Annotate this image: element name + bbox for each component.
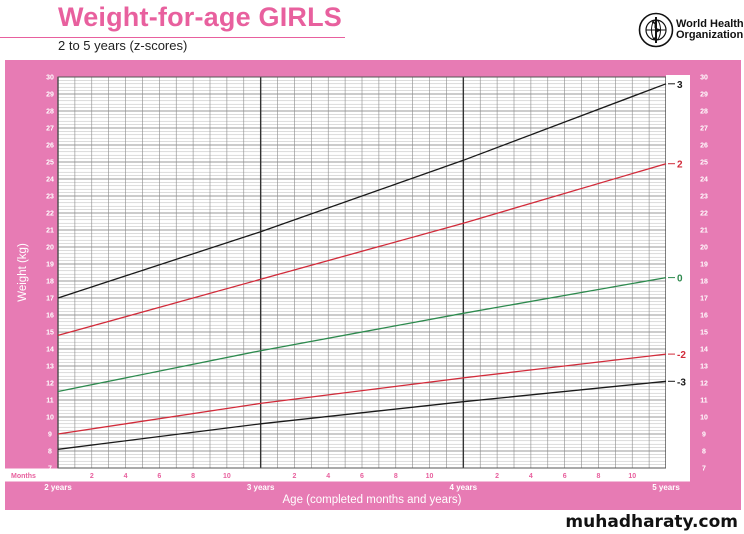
org-name-line2: Organization: [676, 29, 744, 41]
month-tick-label: 6: [563, 473, 567, 480]
y-tick-label-left: 7: [48, 466, 52, 473]
month-tick-label: 8: [394, 473, 398, 480]
who-emblem-icon: [638, 12, 674, 48]
y-tick-label-right: 24: [700, 177, 708, 184]
y-tick-label-right: 7: [702, 466, 706, 473]
y-tick-label-left: 13: [46, 364, 54, 371]
zscore-line--2: [57, 353, 667, 435]
y-tick-label-right: 8: [702, 449, 706, 456]
month-tick-label: 8: [596, 473, 600, 480]
month-tick-label: 2: [292, 473, 296, 480]
x-unit-label: Months: [11, 473, 36, 480]
y-tick-label-right: 29: [700, 92, 708, 99]
y-tick-label-right: 30: [700, 75, 708, 82]
month-tick-label: 4: [529, 473, 533, 480]
y-tick-label-left: 15: [46, 330, 54, 337]
year-tick-label: 4 years: [450, 483, 478, 492]
y-tick-label-left: 25: [46, 160, 54, 167]
zscore-line-3: [57, 83, 667, 299]
y-tick-label-right: 21: [700, 228, 708, 235]
y-axis-title: Weight (kg): [17, 243, 29, 302]
y-tick-label-left: 11: [46, 398, 54, 405]
y-tick-label-right: 28: [700, 109, 708, 116]
zscore-line-2: [57, 163, 667, 337]
y-tick-label-right: 26: [700, 143, 708, 150]
chart-subtitle: 2 to 5 years (z-scores): [58, 38, 188, 53]
y-tick-label-right: 16: [700, 313, 708, 320]
month-label-strip: [5, 468, 690, 482]
y-tick-label-right: 19: [700, 262, 708, 269]
month-tick-label: 2: [90, 473, 94, 480]
month-tick-label: 8: [191, 473, 195, 480]
x-axis-title: Age (completed months and years): [283, 494, 462, 506]
y-tick-label-left: 14: [46, 347, 54, 354]
zscore-label-0: 0: [677, 274, 683, 285]
y-tick-label-right: 27: [700, 126, 708, 133]
y-tick-label-left: 29: [46, 92, 54, 99]
y-tick-label-left: 10: [46, 415, 54, 422]
year-tick-label: 5 years: [652, 483, 680, 492]
y-tick-label-left: 24: [46, 177, 54, 184]
y-tick-label-left: 18: [46, 279, 54, 286]
y-tick-label-right: 9: [702, 432, 706, 439]
y-tick-label-left: 8: [48, 449, 52, 456]
y-tick-label-right: 12: [700, 381, 708, 388]
y-tick-label-right: 17: [700, 296, 708, 303]
y-tick-label-left: 19: [46, 262, 54, 269]
y-tick-label-left: 20: [46, 245, 54, 252]
zscore-label-3: 3: [677, 80, 683, 91]
y-tick-label-left: 12: [46, 381, 54, 388]
y-tick-label-right: 18: [700, 279, 708, 286]
zscore-line--3: [57, 380, 667, 450]
y-tick-label-right: 22: [700, 211, 708, 218]
month-tick-label: 4: [124, 473, 128, 480]
zscore-label-2: 2: [677, 160, 683, 171]
who-logo: World Health Organization: [638, 12, 744, 48]
month-tick-label: 6: [157, 473, 161, 480]
month-tick-label: 10: [426, 473, 434, 480]
zscore-label--2: -2: [677, 350, 686, 361]
y-tick-label-left: 23: [46, 194, 54, 201]
chart-title: Weight-for-age GIRLS: [58, 2, 342, 32]
month-tick-label: 4: [326, 473, 330, 480]
year-tick-label: 3 years: [247, 483, 275, 492]
y-tick-label-left: 30: [46, 75, 54, 82]
month-tick-label: 2: [495, 473, 499, 480]
month-tick-label: 6: [360, 473, 364, 480]
y-tick-label-right: 20: [700, 245, 708, 252]
y-tick-label-left: 22: [46, 211, 54, 218]
org-name-line1: World Health: [676, 18, 744, 30]
year-tick-label: 2 years: [44, 483, 72, 492]
y-tick-label-left: 21: [46, 228, 54, 235]
growth-chart: Months 2 4 6 8 10 2 4 6 8 10 2 4 6 8 102 years 3 years 4 …: [5, 75, 708, 506]
title-divider: [0, 37, 345, 38]
y-tick-label-right: 15: [700, 330, 708, 337]
y-tick-label-right: 25: [700, 160, 708, 167]
zscore-line-0: [57, 276, 667, 393]
y-tick-label-right: 10: [700, 415, 708, 422]
y-tick-label-right: 14: [700, 347, 708, 354]
month-tick-label: 10: [223, 473, 231, 480]
y-tick-label-left: 17: [46, 296, 54, 303]
y-tick-label-left: 26: [46, 143, 54, 150]
y-tick-label-left: 27: [46, 126, 54, 133]
y-tick-label-right: 13: [700, 364, 708, 371]
y-tick-label-left: 16: [46, 313, 54, 320]
y-tick-label-left: 28: [46, 109, 54, 116]
y-tick-label-right: 23: [700, 194, 708, 201]
y-tick-label-right: 11: [700, 398, 708, 405]
month-tick-label: 10: [628, 473, 636, 480]
watermark: muhadharaty.com: [565, 512, 738, 532]
chart-panel: Months 2 4 6 8 10 2 4 6 8 10 2 4 6 8 10 2 years 3 years 4 …: [5, 60, 741, 510]
y-tick-label-left: 9: [48, 432, 52, 439]
zscore-label--3: -3: [677, 377, 686, 388]
